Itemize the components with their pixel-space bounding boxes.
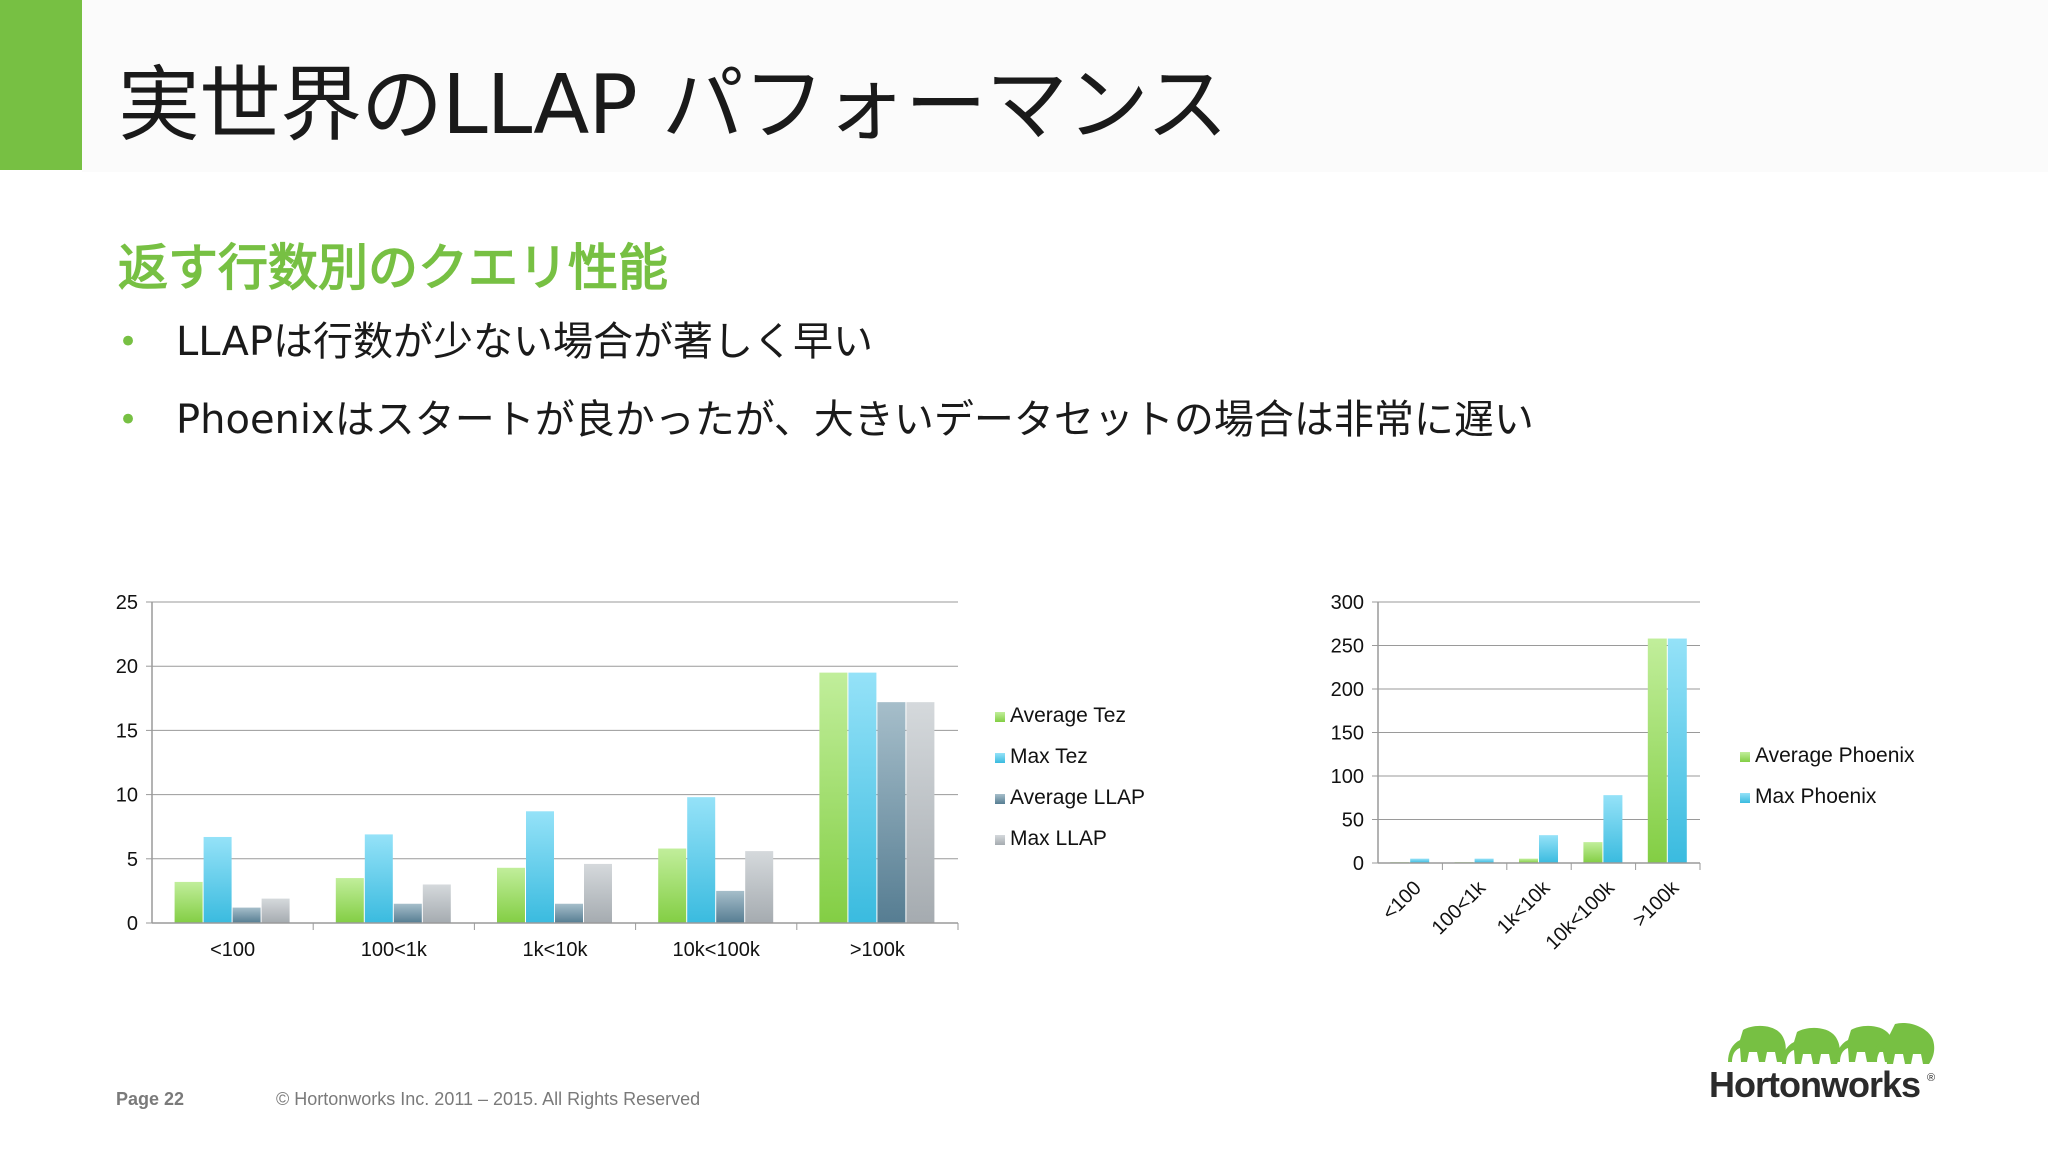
y-tick-label: 10 — [116, 785, 138, 807]
x-tick-label: 1k<10k — [522, 939, 588, 961]
bar-max-phoenix — [1667, 638, 1687, 863]
y-tick-label: 200 — [1331, 679, 1364, 701]
accent-bar — [0, 0, 82, 170]
legend-swatch — [995, 835, 1005, 845]
y-tick-label: 25 — [116, 592, 138, 614]
legend-label: Max Phoenix — [1755, 785, 1877, 808]
bullet-dot: • — [118, 322, 139, 362]
legend-label: Max LLAP — [1010, 827, 1107, 850]
bullet-text: LLAPは行数が少ない場合が著しく早い — [176, 319, 873, 365]
bar-average-llap — [393, 903, 422, 923]
phoenix-bar-chart: 0 50 100 150 200 250 300 <100 100<1k 1k<10k 10k<10… — [1300, 580, 1950, 980]
bar-max-llap — [745, 851, 774, 923]
bar-average-llap — [716, 890, 745, 923]
x-tick-label: <100 — [1378, 877, 1425, 924]
y-tick-label: 20 — [116, 656, 138, 678]
bar-average-llap — [232, 907, 261, 923]
bar-max-tez — [364, 834, 393, 923]
x-tick-label: 100<1k — [1428, 876, 1491, 939]
legend-swatch — [995, 712, 1005, 722]
bar-max-phoenix — [1603, 795, 1623, 863]
registered-mark: ® — [1927, 1072, 1936, 1084]
page-number: Page 22 — [116, 1089, 185, 1109]
legend-swatch — [1740, 752, 1750, 762]
copyright-text: © Hortonworks Inc. 2011 – 2015. All Righ… — [276, 1089, 701, 1109]
bar-max-llap — [261, 898, 290, 923]
legend-swatch — [1740, 793, 1750, 803]
y-tick-label: 150 — [1331, 723, 1364, 745]
x-tick-label: >100k — [1629, 876, 1684, 931]
y-tick-label: 5 — [127, 849, 138, 871]
x-tick-label: 10k<100k — [673, 939, 761, 961]
y-tick-label: 300 — [1331, 592, 1364, 614]
x-tick-label: <100 — [210, 939, 255, 961]
bar-max-phoenix — [1410, 858, 1430, 863]
bullet-text: Phoenixはスタートが良かったが、大きいデータセットの場合は非常に遅い — [176, 397, 1534, 443]
bullet-dot: • — [118, 400, 139, 440]
x-tick-label: 10k<100k — [1542, 876, 1620, 954]
bar-average-llap — [555, 903, 583, 923]
legend-swatch — [995, 753, 1005, 763]
logo-text: Hortonworks — [1709, 1064, 1921, 1105]
bar-average-tez — [174, 881, 203, 923]
bar-max-llap — [422, 884, 451, 923]
bar-max-tez — [203, 836, 232, 923]
bar-average-tez — [658, 848, 687, 923]
y-tick-label: 0 — [1353, 853, 1364, 875]
y-tick-label: 100 — [1331, 766, 1364, 788]
y-tick-label: 50 — [1342, 810, 1364, 832]
bar-average-phoenix — [1583, 842, 1603, 863]
slide-title: 実世界のLLAP パフォーマンス — [118, 58, 1228, 153]
bar-average-tez — [497, 867, 525, 923]
bar-average-tez — [819, 672, 848, 923]
bar-average-tez — [335, 878, 364, 923]
title-band — [82, 0, 2048, 172]
bar-max-phoenix — [1474, 858, 1494, 863]
y-tick-label: 250 — [1331, 636, 1364, 658]
legend-label: Average LLAP — [1010, 786, 1145, 809]
bar-average-llap — [877, 702, 906, 923]
bar-average-phoenix — [1519, 858, 1538, 863]
bar-max-phoenix — [1539, 835, 1558, 863]
legend-label: Average Tez — [1010, 704, 1126, 727]
y-tick-label: 0 — [127, 913, 138, 935]
elephants-logo-icon — [1728, 1022, 1935, 1064]
x-tick-label: 1k<10k — [1493, 876, 1555, 938]
legend-label: Max Tez — [1010, 745, 1088, 768]
x-tick-label: >100k — [850, 939, 906, 961]
x-tick-label: 100<1k — [361, 939, 428, 961]
bar-max-tez — [526, 811, 554, 923]
bar-max-tez — [848, 672, 877, 923]
legend-swatch — [995, 794, 1005, 804]
slide-subtitle: 返す行数別のクエリ性能 — [118, 239, 668, 297]
hortonworks-logo: Hortonworks ® — [1705, 1022, 1937, 1112]
bar-max-llap — [906, 702, 935, 923]
bar-max-llap — [584, 863, 612, 923]
bar-max-tez — [687, 797, 716, 923]
legend-label: Average Phoenix — [1755, 744, 1915, 767]
tez-llap-bar-chart: 0 5 10 15 20 25 <100 100<1k 1k<10k 10k<100k >100k A… — [90, 580, 1190, 970]
y-tick-label: 15 — [116, 720, 138, 742]
bar-average-phoenix — [1647, 638, 1667, 863]
